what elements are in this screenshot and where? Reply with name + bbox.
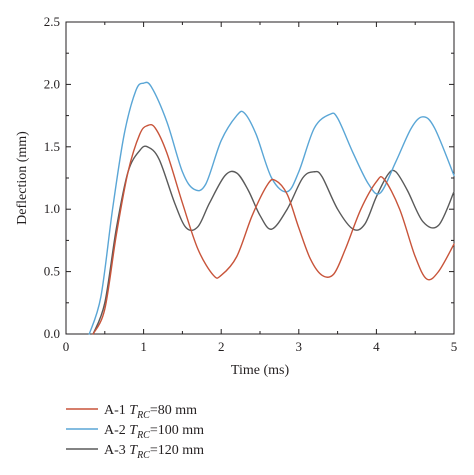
y-tick-label: 1.0 <box>44 201 60 216</box>
x-tick-label: 2 <box>218 339 225 354</box>
legend-label: A-1 TRC=80 mm <box>104 403 197 421</box>
x-tick-label: 5 <box>451 339 458 354</box>
y-tick-label: 0.5 <box>44 264 60 279</box>
y-tick-label: 0.0 <box>44 326 60 341</box>
x-axis-title: Time (ms) <box>231 363 290 378</box>
plot-axes <box>65 21 455 335</box>
series-line-a-3 <box>92 145 455 335</box>
legend-label: A-3 TRC=120 mm <box>104 443 204 461</box>
series-line-a-2 <box>88 81 455 335</box>
x-tick-label: 3 <box>296 339 303 354</box>
legend-item-a-3: A-3 TRC=120 mm <box>66 443 204 461</box>
plot-frame <box>65 21 455 335</box>
x-tick-label: 4 <box>373 339 380 354</box>
x-tick-label: 1 <box>140 339 147 354</box>
legend: A-1 TRC=80 mm A-2 TRC=100 mm A-3 TRC=120 m… <box>66 403 204 461</box>
y-tick-label: 2.5 <box>44 14 60 29</box>
legend-item-a-1: A-1 TRC=80 mm <box>66 403 197 421</box>
axis-ticks: 0 1 2 3 4 5 0.0 0.5 1.0 1.5 2.0 2.5 <box>44 14 458 354</box>
series-layer <box>88 81 455 335</box>
y-tick-label: 1.5 <box>44 139 60 154</box>
legend-item-a-2: A-2 TRC=100 mm <box>66 423 204 441</box>
series-line-a-1 <box>92 124 455 335</box>
x-tick-label: 0 <box>63 339 70 354</box>
legend-label: A-2 TRC=100 mm <box>104 423 204 441</box>
y-tick-label: 2.0 <box>44 76 60 91</box>
y-axis-title: Deflection (mm) <box>15 131 30 225</box>
